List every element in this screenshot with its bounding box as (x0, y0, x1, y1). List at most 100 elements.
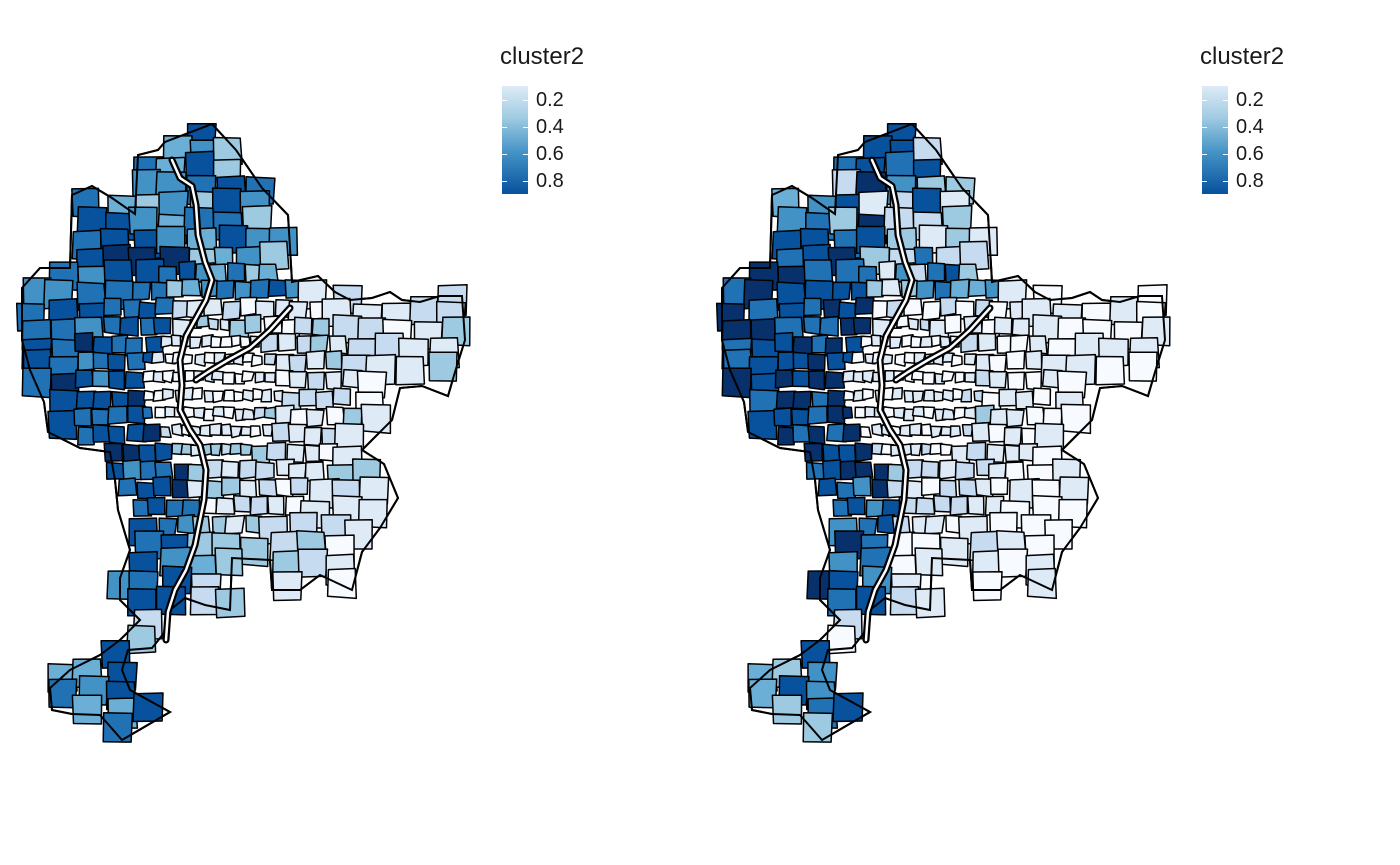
region-polygon (159, 426, 172, 439)
region-polygon (332, 387, 352, 407)
region-polygon (805, 461, 826, 480)
region-polygon (919, 318, 930, 332)
region-polygon (939, 536, 969, 568)
right-legend: cluster2 0.2 0.4 0.6 0.8 (1200, 42, 1340, 202)
region-polygon (774, 369, 795, 389)
region-polygon (807, 425, 826, 445)
region-polygon (958, 478, 978, 498)
region-polygon (233, 390, 244, 402)
region-polygon (998, 388, 1018, 407)
legend-title: cluster2 (1200, 43, 1285, 70)
legend-tick-label: 0.2 (536, 89, 564, 111)
region-polygon (132, 692, 164, 723)
legend-tick-mark (1202, 154, 1207, 155)
region-polygon (223, 514, 246, 535)
region-polygon (219, 318, 230, 332)
region-polygon (360, 403, 392, 435)
region-polygon (963, 353, 977, 366)
right-choropleth-map (715, 122, 1171, 743)
region-polygon (977, 332, 997, 352)
region-polygon (142, 389, 155, 401)
region-polygon (902, 408, 915, 422)
region-polygon (226, 261, 246, 282)
region-polygon (1032, 387, 1052, 407)
legend-tick-mark (1202, 181, 1207, 182)
region-polygon (264, 371, 277, 384)
region-polygon (215, 279, 235, 300)
region-polygon (305, 408, 325, 428)
region-polygon (921, 300, 942, 321)
region-polygon (923, 514, 946, 535)
region-polygon (214, 547, 244, 577)
region-polygon (802, 315, 822, 336)
legend-tick-label: 0.4 (1236, 116, 1264, 138)
region-polygon (926, 261, 946, 282)
region-polygon (395, 355, 426, 386)
region-polygon (842, 423, 861, 443)
river (862, 156, 994, 644)
legend-tick-label: 0.8 (1236, 170, 1264, 192)
region-polygon (954, 461, 975, 481)
region-polygon (47, 409, 78, 441)
region-polygon (922, 406, 936, 420)
region-polygon (304, 444, 324, 463)
region-polygon (160, 335, 174, 349)
legend-title: cluster2 (500, 43, 585, 70)
region-polygon (889, 336, 903, 350)
river-line (194, 306, 292, 382)
region-polygon (939, 479, 958, 499)
region-polygon (289, 476, 309, 495)
region-polygon (909, 443, 923, 457)
region-polygon (1014, 390, 1035, 410)
region-polygon (915, 279, 935, 300)
region-polygon (91, 370, 110, 388)
region-polygon (239, 536, 269, 568)
legend-tick-mark (1202, 100, 1207, 101)
region-polygon (899, 424, 913, 438)
legend-colorbar (1202, 86, 1228, 194)
region-polygon (852, 316, 872, 335)
region-polygon (859, 426, 872, 439)
region-polygon (244, 313, 262, 334)
river-line (164, 158, 214, 642)
region-polygon (215, 497, 236, 515)
region-polygon (181, 278, 202, 297)
region-polygon (249, 425, 262, 438)
region-polygon (271, 421, 291, 443)
region-polygon (1005, 350, 1026, 370)
region-polygon (142, 423, 161, 443)
region-polygon (802, 712, 834, 743)
river-line (894, 306, 992, 382)
region-polygon (865, 279, 885, 298)
region-polygon (239, 479, 258, 499)
legend-tick-mark (1223, 154, 1228, 155)
region-polygon (146, 496, 166, 516)
region-polygon (106, 405, 128, 425)
region-polygon (277, 332, 297, 352)
region-polygon (73, 407, 93, 427)
region-polygon (103, 297, 122, 317)
region-polygon (165, 279, 185, 298)
region-polygon (138, 444, 157, 464)
right-map-panel: cluster2 0.2 0.4 0.6 0.8 (700, 0, 1400, 865)
region-polygon (907, 317, 919, 331)
region-polygon (220, 460, 240, 479)
region-polygon (305, 350, 326, 370)
region-polygon (971, 421, 991, 443)
region-polygon (222, 406, 236, 420)
region-polygon (161, 388, 174, 401)
region-polygon (152, 316, 172, 335)
region-polygon (71, 694, 103, 725)
region-polygon (933, 390, 944, 402)
region-polygon (131, 281, 152, 302)
region-polygon (311, 317, 330, 338)
region-polygon (326, 567, 358, 600)
region-polygon (124, 371, 146, 389)
region-polygon (306, 371, 326, 391)
region-polygon (929, 425, 943, 439)
region-polygon (1004, 444, 1024, 463)
region-polygon (229, 425, 243, 439)
region-polygon (965, 441, 987, 463)
region-polygon (777, 426, 798, 446)
region-polygon (234, 280, 253, 301)
